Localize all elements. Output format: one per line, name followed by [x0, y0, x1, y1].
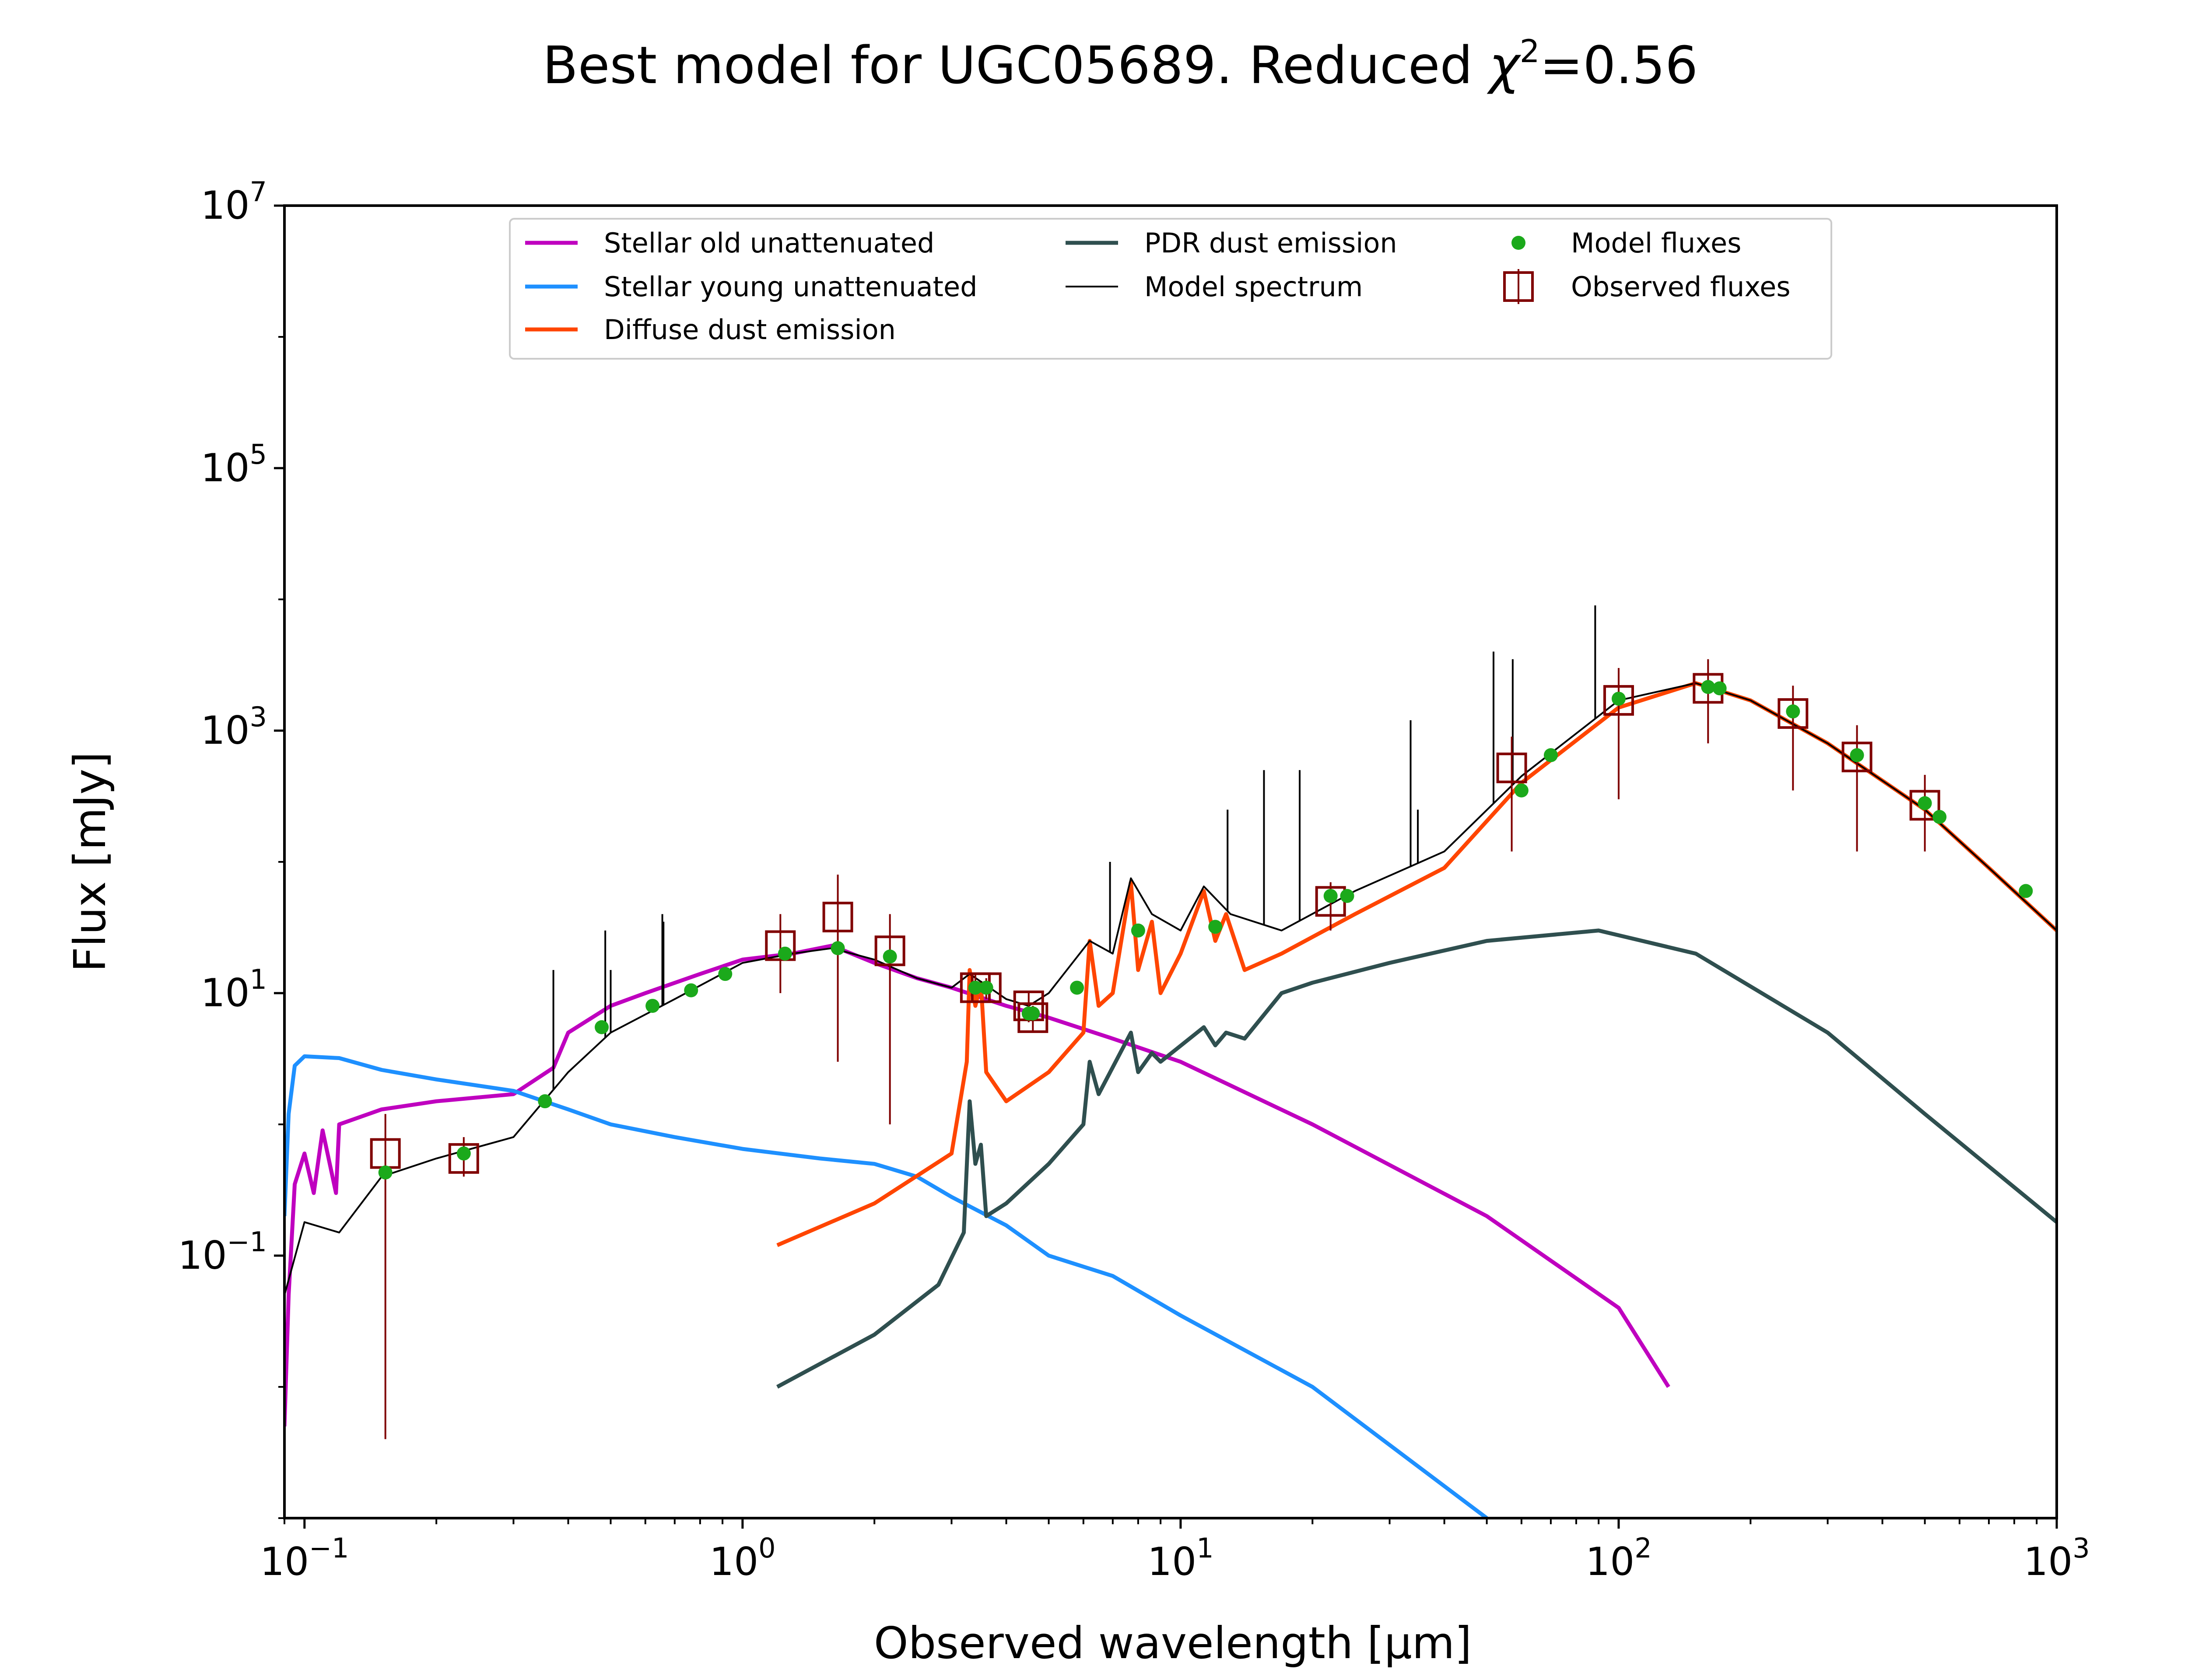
model-flux-point — [1543, 748, 1558, 763]
legend-entry-model-fluxes: Model fluxes — [1511, 227, 1741, 259]
y-axis-label: Flux [mJy] — [64, 752, 116, 972]
model-flux-point — [456, 1146, 471, 1161]
legend-swatch — [1511, 236, 1525, 250]
legend-label: Stellar young unattenuated — [604, 271, 977, 303]
model-flux-point — [1786, 704, 1800, 719]
model-flux-point — [378, 1165, 393, 1180]
model-flux-point — [1514, 783, 1529, 798]
chart-title-main: Best model for UGC05689. Reduced — [543, 35, 1489, 95]
observed-flux-point — [874, 935, 905, 966]
y-axis-ticks: 10−1 101 103 105 107 — [178, 176, 284, 1519]
model-flux-point — [883, 949, 897, 964]
x-tick-label: 10−1 — [260, 1532, 349, 1584]
model-flux-point — [1850, 748, 1864, 763]
observed-flux-point — [448, 1143, 479, 1174]
model-flux-point — [778, 946, 792, 961]
chart-title-chi: χ — [1487, 35, 1522, 95]
model-flux-point — [1323, 889, 1338, 903]
x-tick-label: 100 — [709, 1532, 775, 1584]
series-layer — [284, 605, 2057, 1518]
model-flux-point — [1070, 980, 1084, 995]
observed-flux-point — [1017, 1002, 1048, 1033]
model-flux-point — [1340, 889, 1354, 903]
model-flux-point — [538, 1094, 552, 1109]
legend-entry-stellar-young-unattenuated: Stellar young unattenuated — [525, 271, 977, 303]
model-flux-point — [831, 941, 845, 956]
x-axis-label: Observed wavelength [μm] — [874, 1617, 1472, 1669]
observed-flux-point — [765, 930, 796, 961]
legend-swatch — [1503, 271, 1534, 302]
legend-label: Diffuse dust emission — [604, 314, 896, 346]
legend-entry-observed-fluxes: Observed fluxes — [1503, 269, 1791, 304]
model-flux-point — [1918, 796, 1932, 810]
observed-flux-point — [1778, 698, 1809, 729]
series-line-diffuse-dust-emission — [776, 681, 2057, 1247]
legend-entry-stellar-old-unattenuated: Stellar old unattenuated — [525, 227, 934, 259]
points-layer — [370, 659, 2033, 1439]
legend-entry-pdr-dust-emission: PDR dust emission — [1066, 227, 1397, 259]
chart-title: Best model for UGC05689. Reduced χ2=0.56 — [543, 33, 1698, 95]
legend-label: Model spectrum — [1144, 271, 1363, 303]
plot-frame — [283, 204, 2058, 1519]
legend: Stellar old unattenuated Stellar young un… — [509, 218, 1832, 360]
model-flux-point — [1026, 1006, 1040, 1021]
observed-flux-point — [1603, 685, 1634, 716]
model-flux-point — [1701, 680, 1715, 694]
observed-flux-point — [1496, 752, 1527, 784]
model-flux-point — [645, 999, 660, 1013]
model-flux-point — [595, 1020, 609, 1034]
chart-title-exponent: 2 — [1520, 33, 1540, 70]
x-tick-label: 103 — [2023, 1532, 2090, 1584]
legend-label: Stellar old unattenuated — [604, 227, 934, 259]
legend-entry-model-spectrum: Model spectrum — [1066, 271, 1363, 303]
y-tick-label: 105 — [201, 438, 267, 490]
x-tick-label: 101 — [1147, 1532, 1213, 1584]
observed-flux-point — [1909, 790, 1940, 821]
model-flux-point — [684, 983, 698, 998]
y-tick-label: 103 — [201, 701, 267, 753]
series-line-pdr-dust-emission — [776, 928, 2057, 1389]
observed-flux-point — [822, 902, 853, 933]
x-tick-label: 102 — [1585, 1532, 1652, 1584]
legend-label: Observed fluxes — [1571, 271, 1791, 303]
model-flux-point — [1611, 692, 1626, 706]
y-tick-label: 107 — [201, 176, 267, 228]
model-flux-point — [979, 980, 993, 995]
model-flux-point — [1131, 923, 1145, 938]
model-flux-point — [718, 967, 733, 981]
series-line-stellar-old-unattenuated — [284, 944, 1670, 1427]
y-tick-label: 10−1 — [178, 1226, 267, 1278]
series-line-model-spectrum — [284, 682, 2057, 1295]
legend-label: PDR dust emission — [1144, 227, 1397, 259]
model-flux-point — [968, 980, 982, 995]
model-flux-point — [2019, 884, 2033, 898]
legend-box — [509, 218, 1832, 360]
observed-flux-point — [1841, 742, 1872, 773]
y-tick-label: 101 — [201, 963, 267, 1015]
chart-title-value: =0.56 — [1540, 35, 1698, 95]
model-flux-point — [1712, 681, 1727, 696]
model-flux-point — [1932, 810, 1947, 824]
x-axis-ticks: 10−1 100 101 102 103 — [260, 1518, 2090, 1584]
legend-label: Model fluxes — [1571, 227, 1741, 259]
legend-entry-diffuse-dust-emission: Diffuse dust emission — [525, 314, 896, 346]
series-line-stellar-young-unattenuated — [284, 1054, 1488, 1518]
model-flux-point — [1208, 920, 1223, 934]
